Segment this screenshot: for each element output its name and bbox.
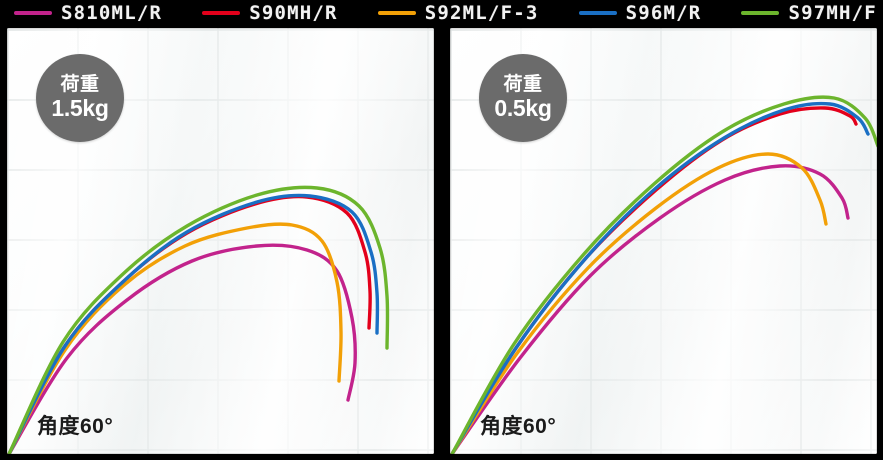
bend-curves (450, 95, 877, 454)
load-badge-label: 荷重 (503, 74, 543, 96)
legend-label: S90MH/R (249, 1, 338, 24)
legend-item-s810ml-r: S810ML/R (14, 1, 163, 24)
legend-swatch-icon (741, 11, 780, 15)
legend-label: S97MH/F (788, 1, 877, 24)
load-badge-label: 荷重 (60, 74, 100, 96)
bend-curves (7, 185, 390, 454)
legend-item-s92ml-f-3: S92ML/F-3 (377, 1, 539, 24)
legend-label: S810ML/R (61, 1, 163, 24)
curve-s96m-r (7, 193, 380, 454)
legend-label: S96M/R (625, 1, 702, 24)
curve-s92ml-f-3 (7, 222, 343, 454)
legend-label: S92ML/F-3 (424, 1, 539, 24)
legend-item-s90mh-r: S90MH/R (202, 1, 338, 24)
legend-swatch-icon (202, 11, 241, 15)
legend-swatch-icon (578, 11, 617, 15)
load-badge-value: 0.5kg (494, 94, 552, 121)
curve-s810ml-r (450, 164, 850, 454)
curve-s97mh-f (450, 95, 877, 454)
angle-caption: 角度60° (480, 415, 557, 438)
legend: S810ML/R S90MH/R S92ML/F-3 S96M/R S97MH/F (0, 0, 883, 26)
chart-panel-load-1-5kg: 荷重 1.5kg 角度60° (7, 28, 434, 454)
chart-panel-load-0-5kg: 荷重 0.5kg 角度60° (450, 28, 877, 454)
legend-item-s97mh-f: S97MH/F (741, 1, 877, 24)
curve-s810ml-r (7, 243, 357, 454)
legend-swatch-icon (377, 11, 416, 15)
legend-swatch-icon (14, 11, 52, 15)
angle-caption: 角度60° (37, 415, 114, 438)
curve-s97mh-f (7, 185, 390, 454)
load-badge: 荷重 0.5kg (479, 54, 567, 142)
curve-s92ml-f-3 (450, 152, 828, 454)
load-badge: 荷重 1.5kg (36, 54, 124, 142)
load-badge-value: 1.5kg (51, 94, 109, 121)
curve-s96m-r (450, 101, 870, 454)
curve-s90mh-r (450, 106, 858, 454)
legend-item-s96m-r: S96M/R (578, 1, 702, 24)
